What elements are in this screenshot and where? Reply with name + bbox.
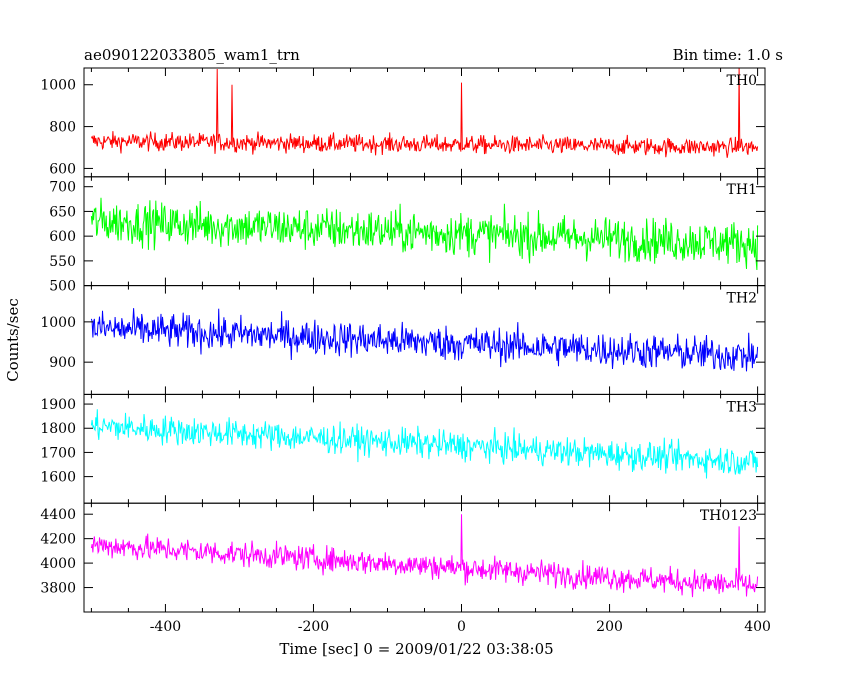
y-tick-label: 700	[49, 180, 76, 196]
panel-label: TH0123	[700, 508, 757, 524]
x-tick-label: -200	[298, 619, 329, 635]
y-tick-label: 600	[49, 229, 76, 245]
x-tick-label: 0	[457, 619, 466, 635]
y-tick-label: 1600	[40, 470, 76, 486]
panel-frame-th0	[83, 67, 766, 178]
series-line-th0123	[90, 514, 759, 598]
y-axis-label: Counts/sec	[4, 298, 22, 382]
panel-label: TH3	[727, 399, 757, 415]
panel-label: TH2	[727, 291, 757, 307]
y-tick-label: 4000	[40, 556, 76, 572]
y-tick-label: 1800	[40, 421, 76, 437]
x-tick-label: 200	[596, 619, 623, 635]
x-tick-label: 400	[744, 619, 771, 635]
y-tick-label: 550	[49, 254, 76, 270]
y-tick-label: 4400	[40, 507, 76, 523]
series-line-th3	[90, 409, 759, 479]
series-line-th2	[90, 308, 759, 372]
y-tick-label: 900	[49, 355, 76, 371]
bin-time-label: Bin time: 1.0 s	[672, 46, 783, 64]
panel-frame-th3	[83, 393, 766, 504]
panel-label: TH0	[727, 73, 757, 89]
panel-label: TH1	[727, 182, 757, 198]
y-tick-label: 600	[49, 161, 76, 177]
y-tick-label: 1000	[40, 78, 76, 94]
chart-title: ae090122033805_wam1_trn	[84, 46, 300, 64]
y-tick-label: 1900	[40, 397, 76, 413]
y-tick-label: 500	[49, 279, 76, 295]
y-tick-label: 4200	[40, 532, 76, 548]
y-tick-label: 1000	[40, 315, 76, 331]
series-line-th0	[90, 68, 759, 158]
y-tick-label: 3800	[40, 581, 76, 597]
series-line-th1	[90, 197, 759, 271]
y-tick-label: 650	[49, 204, 76, 220]
y-tick-label: 1700	[40, 445, 76, 461]
x-axis-label: Time [sec] 0 = 2009/01/22 03:38:05	[279, 640, 553, 658]
y-tick-label: 800	[49, 120, 76, 136]
x-tick-label: -400	[150, 619, 181, 635]
